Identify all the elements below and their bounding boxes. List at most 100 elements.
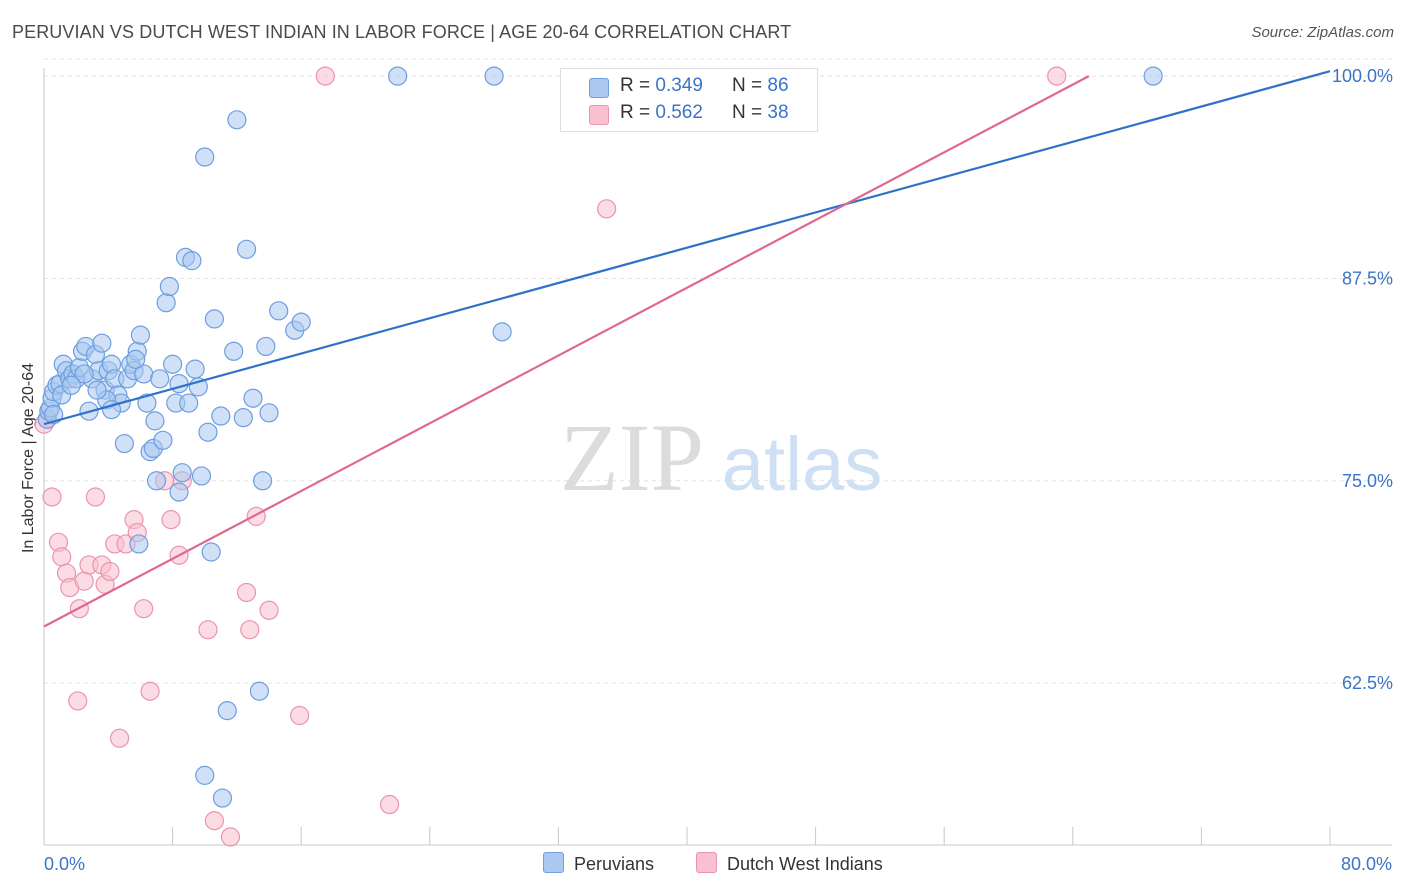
peruvian-point xyxy=(169,374,189,394)
peruvian-point xyxy=(388,66,408,86)
legend-swatch-peruvians xyxy=(589,78,609,98)
dutch-point xyxy=(236,582,257,603)
dutch-point xyxy=(52,547,72,567)
peruvian-point xyxy=(233,408,253,428)
source-label: Source: ZipAtlas.com xyxy=(1251,24,1394,41)
legend-r-dutch: R = 0.562 xyxy=(620,102,703,124)
peruvian-point xyxy=(146,471,167,491)
peruvian-point xyxy=(249,681,270,701)
legend-n-label: N = xyxy=(732,102,763,123)
dutch-point xyxy=(259,600,279,620)
peruvian-point xyxy=(145,411,165,431)
y-tick-label: 62.5% xyxy=(1342,673,1393,693)
bottom-legend-label-dutch: Dutch West Indians xyxy=(727,854,883,874)
peruvian-point xyxy=(201,542,221,562)
legend-n-value: 86 xyxy=(767,75,789,96)
bottom-legend-dutch[interactable]: Dutch West Indians xyxy=(696,852,883,875)
peruvian-point xyxy=(74,364,94,384)
watermark: ZIP atlas xyxy=(560,404,882,511)
y-tick-label: 75.0% xyxy=(1342,471,1393,491)
peruvian-point xyxy=(204,309,224,329)
dutch-point xyxy=(380,794,400,815)
dutch-point xyxy=(140,681,160,701)
bottom-legend-label-peruvians: Peruvians xyxy=(574,854,655,874)
dutch-point xyxy=(68,691,88,711)
peruvian-point xyxy=(253,471,273,491)
peruvian-point xyxy=(191,466,212,486)
legend-n-dutch: N = 38 xyxy=(732,102,789,124)
dutch-points xyxy=(34,66,1067,847)
y-tick-label: 100.0% xyxy=(1332,66,1393,86)
peruvian-point xyxy=(291,312,311,332)
dutch-point xyxy=(161,510,181,530)
peruvian-point xyxy=(44,404,64,425)
peruvian-point xyxy=(163,354,183,374)
peruvian-point xyxy=(212,788,233,808)
dutch-point xyxy=(220,827,241,847)
legend-n-peruvians: N = 86 xyxy=(732,75,789,97)
peruvian-point xyxy=(169,482,189,502)
dutch-point xyxy=(315,66,335,86)
y-tick-labels: 62.5% 75.0% 87.5% 100.0% xyxy=(1332,66,1393,693)
peruvian-point xyxy=(130,325,151,345)
dutch-point xyxy=(74,571,94,591)
peruvian-point xyxy=(198,422,218,442)
peruvian-point xyxy=(129,534,149,554)
legend-n-label: N = xyxy=(732,75,763,96)
peruvian-point xyxy=(484,66,504,86)
dutch-point xyxy=(1047,66,1067,86)
peruvian-point xyxy=(126,349,146,369)
peruvian-point xyxy=(492,322,512,342)
peruvian-point xyxy=(179,393,199,413)
dutch-point xyxy=(85,487,106,507)
legend-r-label: R = xyxy=(620,102,651,123)
peruvian-point xyxy=(61,375,81,395)
dutch-point xyxy=(240,620,260,640)
peruvian-point xyxy=(195,765,215,785)
legend-r-peruvians: R = 0.349 xyxy=(620,75,703,97)
bottom-legend-swatch-peruvians xyxy=(543,852,564,873)
dutch-point xyxy=(198,620,218,640)
dutch-point xyxy=(597,199,617,219)
peruvian-trendline xyxy=(43,70,1331,426)
dutch-point xyxy=(204,811,224,831)
dutch-trendline xyxy=(43,75,1090,628)
dutch-point xyxy=(289,705,310,726)
peruvian-point xyxy=(172,463,192,483)
peruvian-point xyxy=(227,110,247,130)
peruvian-point xyxy=(182,251,202,271)
trendlines xyxy=(43,70,1331,628)
peruvian-point xyxy=(156,293,176,313)
peruvian-point xyxy=(259,403,279,423)
peruvian-point xyxy=(159,276,179,297)
peruvian-point xyxy=(211,406,231,426)
dutch-point xyxy=(109,728,130,748)
watermark-zip: ZIP xyxy=(560,404,704,511)
bottom-legend-swatch-dutch xyxy=(696,852,717,873)
legend-swatch-dutch xyxy=(589,105,609,125)
dutch-point xyxy=(134,599,154,619)
peruvian-points xyxy=(37,66,1163,808)
axes xyxy=(43,68,1392,846)
peruvian-point xyxy=(256,336,276,357)
peruvian-point xyxy=(114,433,134,454)
dutch-point xyxy=(100,561,120,582)
legend-r-label: R = xyxy=(620,75,651,96)
x-tick-label-max: 80.0% xyxy=(1341,854,1392,874)
peruvian-point xyxy=(137,393,157,413)
peruvian-point xyxy=(153,430,173,450)
peruvian-point xyxy=(92,333,112,353)
peruvian-point xyxy=(87,380,107,400)
peruvian-point xyxy=(195,147,215,167)
legend-n-value: 38 xyxy=(767,102,789,123)
watermark-atlas: atlas xyxy=(722,422,883,507)
peruvian-point xyxy=(269,301,289,321)
dutch-point xyxy=(246,506,266,526)
bottom-legend-peruvians[interactable]: Peruvians xyxy=(543,852,654,875)
legend-r-value: 0.349 xyxy=(655,75,703,96)
dutch-point xyxy=(42,487,62,507)
peruvian-point xyxy=(1143,66,1163,86)
stats-legend: R = 0.349 N = 86 R = 0.562 N = 38 xyxy=(560,68,818,132)
peruvian-point xyxy=(150,369,170,389)
